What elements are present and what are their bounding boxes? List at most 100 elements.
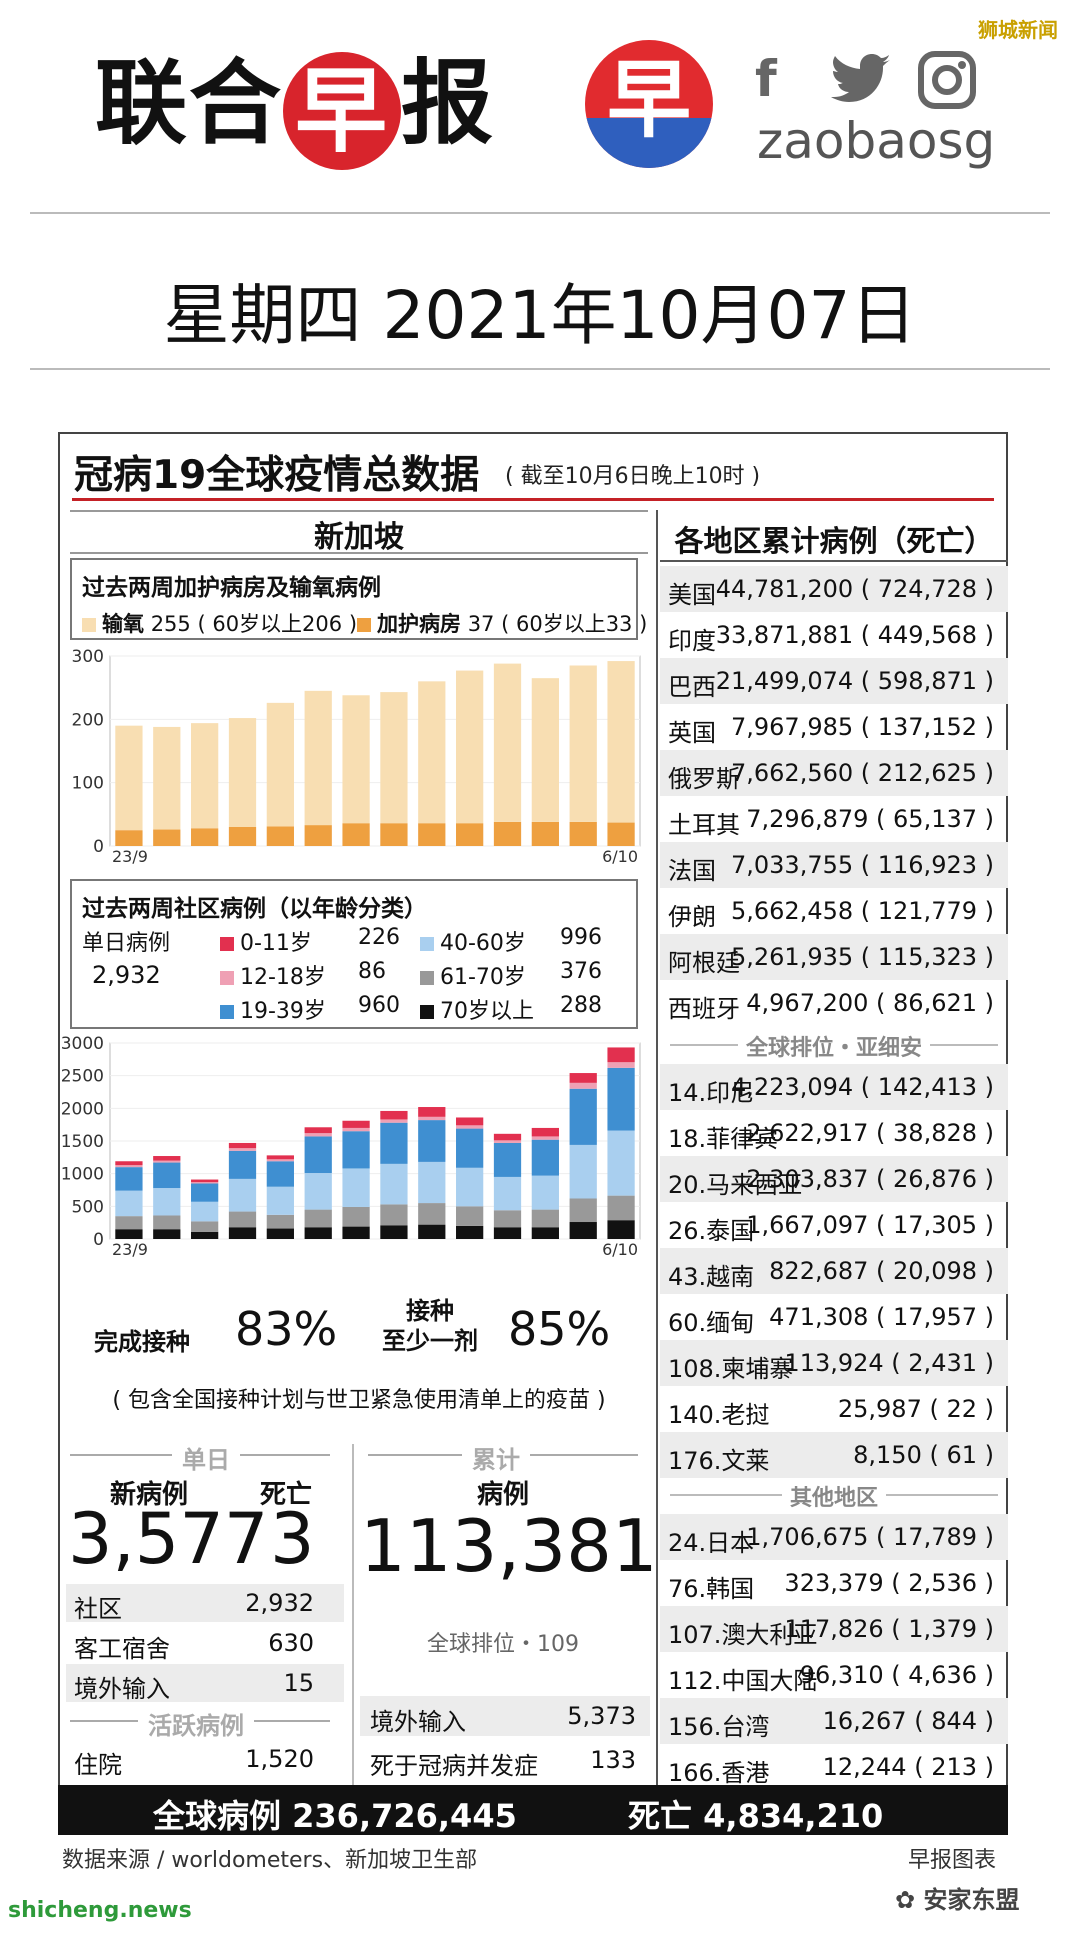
vax-note: ( 包含全国接种计划与世卫紧急使用清单上的疫苗 ) [112,1388,606,1413]
bar-segment [342,1131,370,1169]
x-tick-label: 6/10 [602,1240,638,1259]
region-row: 法国 7,033,755 ( 116,923 ) [660,842,1008,888]
region-row: 156.台湾 16,267 ( 844 ) [660,1698,1008,1744]
bar-segment [228,1150,257,1179]
bar-segment [304,1136,332,1174]
bar-segment [456,1167,484,1207]
bar-segment [456,1225,484,1239]
logo-char-red: 早 [283,52,402,171]
bar-segment [191,1182,219,1184]
bar-segment [456,1206,484,1226]
regions-column: 各地区累计病例（死亡） 美国 44,781,200 ( 724,728 ) 印度 33… [660,510,1008,1810]
bar-segment [493,1210,522,1228]
bar-segment [569,1198,597,1223]
bar-segment [493,1176,522,1211]
bar-segment [493,1142,522,1177]
twitter-icon[interactable] [830,54,892,106]
bar-segment [569,665,597,822]
y-tick-label: 2500 [61,1067,104,1087]
bar-segment [456,670,484,824]
stat-row: 境外输入 5,373 [360,1696,650,1736]
region-row: 俄罗斯 7,662,560 ( 212,625 ) [660,750,1008,796]
bar-segment [493,1133,522,1141]
age-legend-item: 61-70岁 376 [420,959,602,991]
bar-segment [342,1120,370,1128]
logo-char: 报 [401,49,496,157]
cumulative-cases-label: 病例 [476,1480,529,1510]
bar-segment [266,1214,294,1229]
zaobao-round-logo: 早 [585,40,713,168]
bar-segment [569,1073,597,1083]
region-row: 印度 33,871,881 ( 449,568 ) [668,621,994,655]
new-cases-value: 3,577 [68,1498,269,1580]
masthead-logo: 联合早报 [95,48,496,171]
page-date: 星期四 2021年10月07日 [163,277,917,354]
bar-segment [493,1140,522,1143]
vax-one-label: 接种 至少一剂 [382,1297,478,1355]
y-tick-label: 200 [72,710,104,730]
bar-segment [266,702,294,827]
bar-segment [191,1179,219,1183]
bar-segment [418,1107,446,1117]
region-row: 20.马来西亚 2,303,837 ( 26,876 ) [660,1156,1008,1202]
global-deaths: 死亡 4,834,210 [628,1797,884,1835]
bar-segment [228,1142,257,1149]
x-tick-label: 23/9 [112,847,148,866]
bar-segment [607,1130,635,1196]
bar-segment [153,726,181,830]
y-tick-label: 3000 [61,1034,104,1054]
bar-segment [531,1209,559,1228]
daily-cases-label: 单日病例 [82,931,171,956]
global-rank: 全球排位・109 [427,1632,579,1657]
bar-segment [456,823,484,846]
bar-segment [380,1163,408,1205]
y-tick-label: 1000 [61,1165,104,1185]
region-row: 107.澳大利亚 117,826 ( 1,379 ) [660,1606,1008,1652]
bar-segment [228,718,257,827]
bar-segment [607,1047,635,1063]
bar-segment [569,1222,597,1239]
region-row: 阿根廷 5,261,935 ( 115,323 ) [660,934,1008,980]
bar-segment [531,678,559,822]
bar-segment [266,1228,294,1239]
bar-segment [418,1161,446,1204]
bar-segment [115,1167,143,1191]
community-cases-chart: 0 500 1000 1500 2000 2500 3000 23/9 6/10 [61,1034,641,1259]
active-heading: 活跃病例 [138,1706,254,1741]
bar-segment [228,1148,257,1151]
stat-row: 境外输入 15 [66,1664,344,1703]
bar-segment [418,1116,446,1121]
region-row: 108.柬埔寨 113,924 ( 2,431 ) [660,1340,1008,1386]
bar-segment [380,1122,408,1164]
icu-chart-title: 过去两周加护病房及输氧病例 [82,575,381,601]
region-row: 美国 44,781,200 ( 724,728 ) [660,566,1008,612]
bar-segment [153,829,181,846]
bar-segment [153,1156,181,1161]
other-regions-heading: 其他地区 [660,1480,1008,1512]
bar-segment [607,1220,635,1239]
bar-segment [418,823,446,846]
bar-segment [531,1136,559,1140]
bar-segment [342,695,370,824]
icu-oxygen-chart: 0 100 200 300 23/9 6/10 [72,647,641,866]
watermark-bottom-left: shicheng.news [8,1898,192,1923]
bar-segment [115,830,143,846]
bar-segment [380,1225,408,1239]
bar-segment [380,1119,408,1123]
region-row: 166.香港 12,244 ( 213 ) [668,1753,994,1787]
global-cases: 全球病例 236,726,445 [153,1797,517,1835]
y-tick-label: 500 [72,1197,104,1217]
bar-segment [531,1139,559,1176]
vax-full-label: 完成接种 [94,1328,190,1356]
bar-segment [304,1227,332,1239]
bar-segment [531,821,559,846]
community-legend-box: 过去两周社区病例（以年龄分类） 单日病例 2,932 0-11岁 226 40-60… [70,879,638,1029]
region-row: 112.中国大陆 96,310 ( 4,636 ) [668,1661,994,1695]
bar-segment [342,823,370,846]
bar-segment [456,1125,484,1129]
instagram-icon[interactable] [917,50,977,110]
facebook-icon[interactable]: f [755,50,777,108]
stat-row: 客工宿舍 630 [74,1629,314,1663]
daily-heading: 单日 [172,1440,240,1475]
bar-segment [493,821,522,846]
